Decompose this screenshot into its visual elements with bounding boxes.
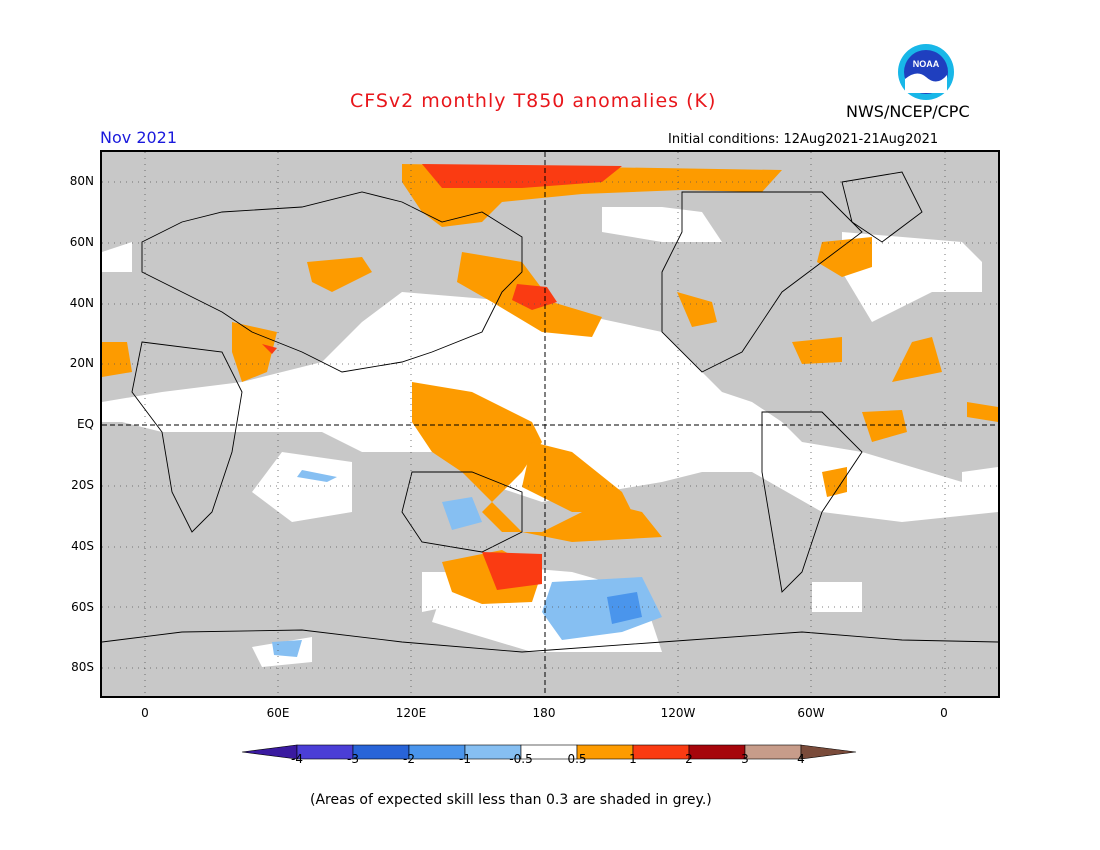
lat-label-60n: 60N <box>69 235 94 249</box>
lat-label-20s: 20S <box>71 478 94 492</box>
lon-label-120e: 120E <box>395 706 427 720</box>
south-america-coastline <box>761 411 863 593</box>
colorbar-label-minus2: -2 <box>403 752 415 766</box>
logo-wave <box>905 73 947 93</box>
colorbar-cell <box>744 744 802 760</box>
colorbar-label-1: 1 <box>629 752 637 766</box>
colorbar-label-minus0-5: -0.5 <box>509 752 533 766</box>
colorbar-label-2: 2 <box>685 752 693 766</box>
lat-label-eq: EQ <box>76 417 94 431</box>
lat-label-40n: 40N <box>69 296 94 310</box>
cool-anomaly-regions <box>272 470 662 657</box>
colorbar-cell <box>688 744 746 760</box>
colorbar-label-minus4: -4 <box>291 752 303 766</box>
footnote: (Areas of expected skill less than 0.3 a… <box>310 792 712 808</box>
north-america-coastline <box>661 191 863 373</box>
colorbar-cell <box>296 744 354 760</box>
colorbar-label-3: 3 <box>741 752 749 766</box>
map-title: CFSv2 monthly T850 anomalies (K) <box>350 90 717 112</box>
moderate-cool-anomaly-region <box>607 592 642 624</box>
colorbar <box>241 744 857 760</box>
australia-coastline <box>401 471 523 553</box>
lon-label-60w: 60W <box>797 706 825 720</box>
coastlines <box>102 171 998 653</box>
colorbar-label-0-5: 0.5 <box>567 752 587 766</box>
logo-text: NOAA <box>913 59 940 69</box>
greenland-coastline <box>841 171 923 243</box>
colorbar-cell <box>352 744 410 760</box>
lat-label-80s: 80S <box>71 660 94 674</box>
colorbar-cell <box>632 744 690 760</box>
initial-conditions-label: Initial conditions: 12Aug2021-21Aug2021 <box>668 132 939 147</box>
anomaly-map <box>100 150 1000 698</box>
lon-label-0-east: 0 <box>940 706 948 720</box>
africa-coastline <box>131 341 243 533</box>
lat-label-40s: 40S <box>71 539 94 553</box>
agency-label: NWS/NCEP/CPC <box>846 102 970 121</box>
colorbar-label-4: 4 <box>797 752 805 766</box>
strong-warm-anomaly-regions <box>262 164 622 590</box>
lon-label-120w: 120W <box>660 706 696 720</box>
noaa-logo: NOAA <box>898 44 954 100</box>
lon-label-180: 180 <box>532 706 556 720</box>
anomaly-field <box>102 152 998 696</box>
graticule <box>102 152 998 696</box>
colorbar-cell <box>408 744 466 760</box>
eurasia-coastline <box>141 191 523 373</box>
colorbar-cells <box>241 744 857 760</box>
lat-label-80n: 80N <box>69 174 94 188</box>
lon-label-60e: 60E <box>266 706 290 720</box>
antarctica-coastline <box>102 629 998 653</box>
lon-label-0-west: 0 <box>141 706 149 720</box>
colorbar-label-minus3: -3 <box>347 752 359 766</box>
colorbar-label-minus1: -1 <box>459 752 471 766</box>
colorbar-arrow-low <box>241 744 298 760</box>
colorbar-arrow-high <box>800 744 857 760</box>
lat-label-20n: 20N <box>69 356 94 370</box>
valid-month-label: Nov 2021 <box>100 128 178 147</box>
lat-label-60s: 60S <box>71 600 94 614</box>
